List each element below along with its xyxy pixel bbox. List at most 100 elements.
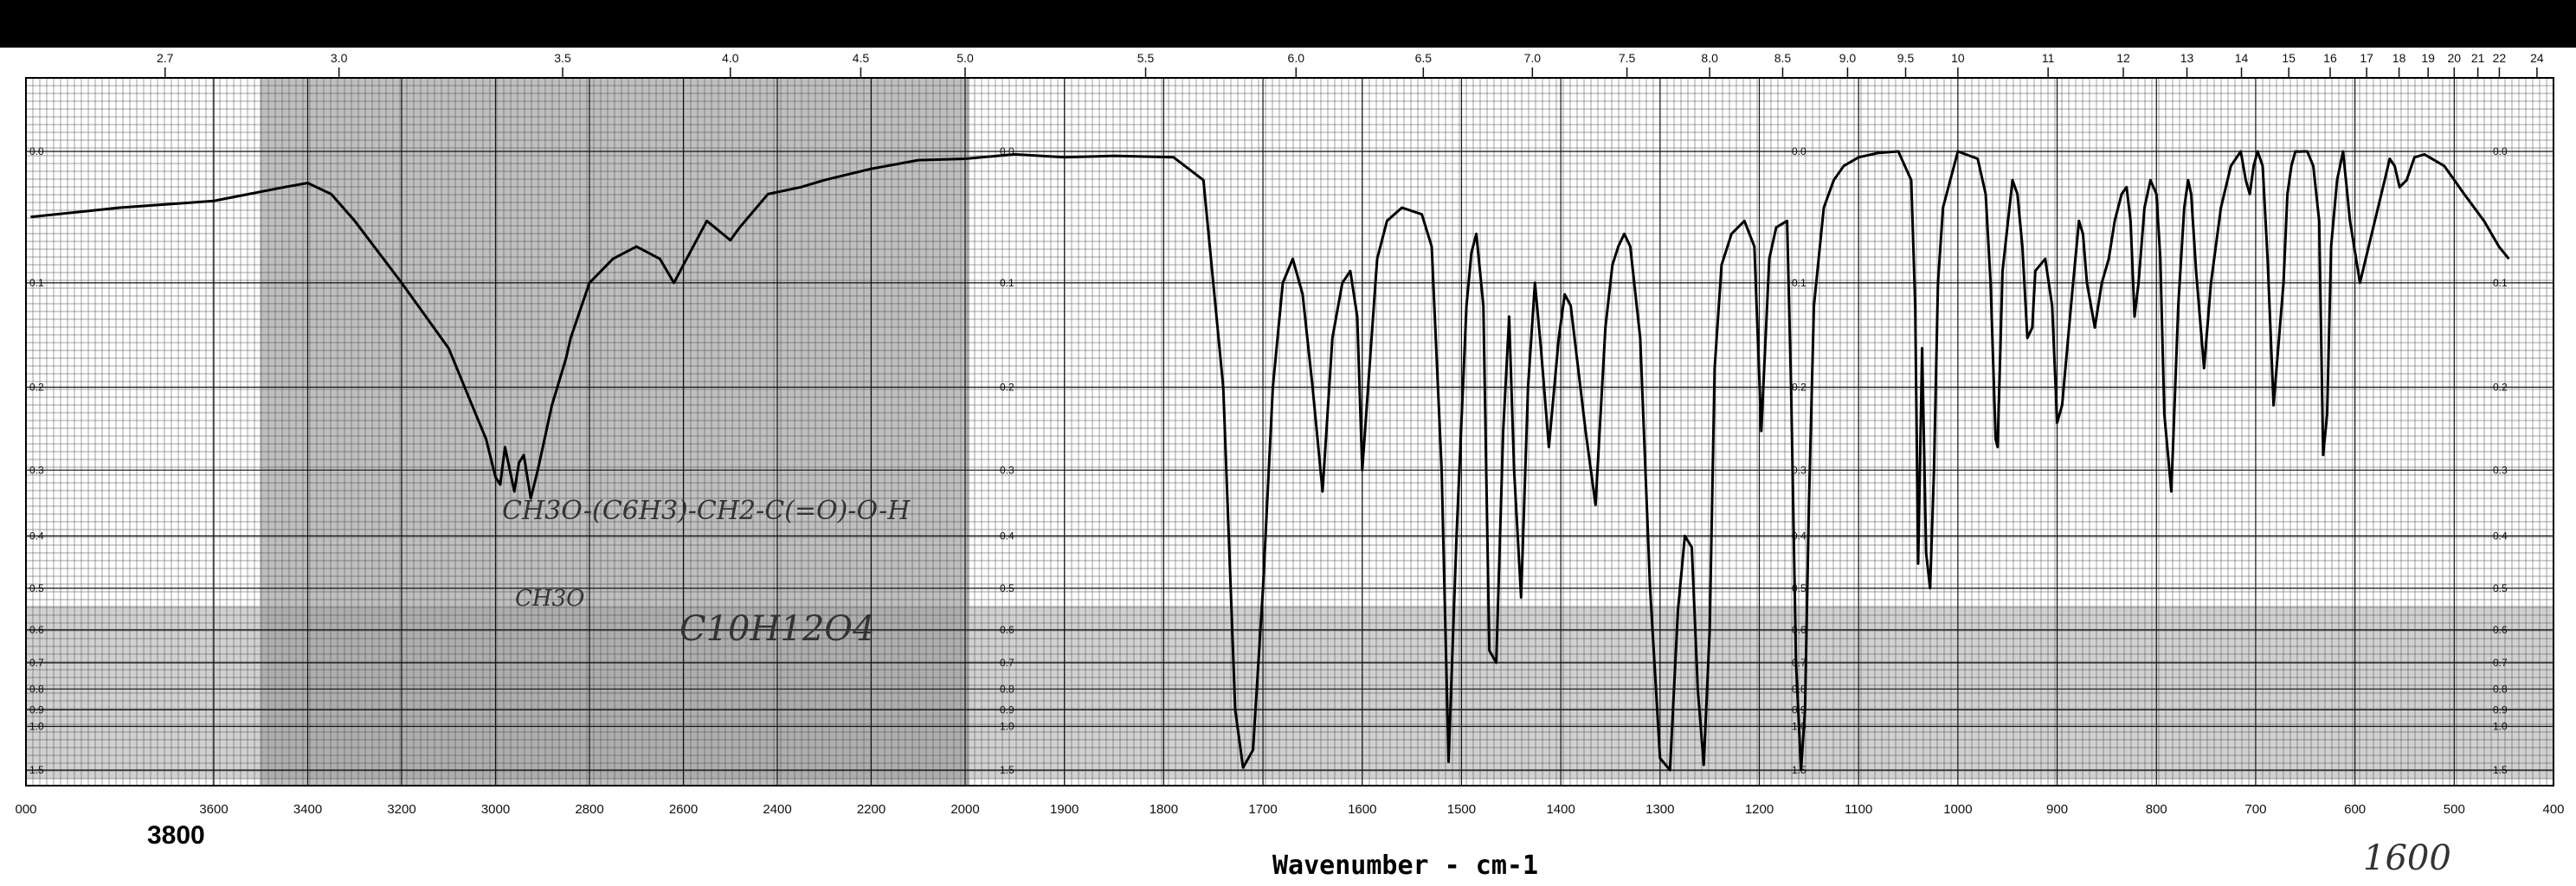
absorbance-tick-label: 0.8 (29, 683, 44, 695)
absorbance-tick-label: 0.0 (2493, 145, 2508, 157)
micron-tick-label: 7.5 (1619, 51, 1636, 65)
absorbance-tick-label: 1.5 (1792, 764, 1806, 776)
wavenumber-tick-label: 2600 (669, 802, 698, 817)
wavenumber-tick-label: 2000 (950, 802, 979, 817)
wavenumber-tick-label: 2400 (763, 802, 791, 817)
micron-tick-label: 9.5 (1897, 51, 1915, 65)
absorbance-tick-label: 0.1 (29, 277, 44, 289)
micron-tick-label: 22 (2493, 51, 2507, 65)
shade-bottom (26, 606, 2553, 779)
structure-sketch: CH3O-(C6H3)-CH2-C(=O)-O-H CH3O C10H12O4 (502, 496, 911, 649)
absorbance-tick-label: 1.0 (1000, 721, 1014, 733)
micron-tick-label: 19 (2421, 51, 2435, 65)
absorbance-tick-label: 0.1 (1792, 277, 1806, 289)
micron-tick-label: 16 (2323, 51, 2337, 65)
major-grid (25, 78, 2554, 786)
spectrum-trace (30, 150, 2510, 772)
wavenumber-tick-label: 1100 (1845, 802, 1872, 817)
micron-tick-label: 2.7 (157, 51, 174, 65)
wavenumber-tick-label: 400 (2542, 802, 2564, 817)
absorbance-tick-label: 0.2 (1000, 381, 1014, 393)
plot-frame (25, 77, 2554, 786)
absorbance-tick-label: 0.2 (29, 381, 44, 393)
absorbance-scale: 0.0 0.0 0.0 0.00.1 0.1 0.1 0.10.2 0.2 0.2 0.20.3 0… (29, 145, 2508, 776)
methoxy-text: CH3O (515, 586, 584, 612)
absorbance-tick-label: 0.6 (1792, 624, 1806, 636)
absorbance-tick-label: 0.9 (29, 703, 44, 716)
absorbance-tick-label: 0.3 (1792, 464, 1806, 476)
micron-tick-label: 18 (2392, 51, 2406, 65)
wavenumber-tick-label: 1600 (1348, 802, 1376, 817)
absorbance-tick-label: 0.9 (1000, 703, 1014, 716)
absorbance-tick-label: 0.6 (2493, 624, 2508, 636)
micron-tick-label: 13 (2180, 51, 2194, 65)
wavenumber-tick-label: 000 (15, 802, 36, 817)
micron-tick-label: 3.0 (331, 51, 348, 65)
absorbance-tick-label: 0.3 (2493, 464, 2508, 476)
absorbance-tick-label: 0.7 (2493, 657, 2508, 669)
absorbance-tick-label: 0.5 (2493, 582, 2508, 594)
absorbance-tick-label: 0.5 (1000, 582, 1014, 594)
micron-tick-label: 11 (2042, 51, 2055, 65)
micron-tick-label: 5.0 (956, 51, 974, 65)
minor-grid (25, 77, 2554, 786)
micron-tick-label: 15 (2282, 51, 2296, 65)
wavenumber-tick-label: 1700 (1248, 802, 1277, 817)
wavenumber-tick-label: 800 (2146, 802, 2167, 817)
structure-text: CH3O-(C6H3)-CH2-C(=O)-O-H (502, 496, 911, 526)
micron-tick-label: 8.5 (1774, 51, 1792, 65)
absorbance-tick-label: 0.8 (2493, 683, 2508, 695)
absorbance-tick-label: 0.2 (1792, 381, 1806, 393)
wavenumber-tick-label: 1000 (1943, 802, 1972, 817)
micron-tick-label: 12 (2116, 51, 2130, 65)
absorbance-tick-label: 1.5 (29, 764, 44, 776)
micron-tick-label: 5.5 (1137, 51, 1155, 65)
wavenumber-tick-label: 3600 (199, 802, 228, 817)
micron-tick-label: 24 (2530, 51, 2544, 65)
wavenumber-tick-label: 900 (2046, 802, 2068, 817)
micron-tick-label: 10 (1951, 51, 1965, 65)
wavenumber-axis: 000 3600 3400 3200 3000 2800 2600 2400 2200 2000 1… (15, 802, 2564, 817)
absorbance-tick-label: 0.0 (1792, 145, 1806, 157)
x-axis-label: Wavenumber - cm-1 (1272, 851, 1538, 881)
wavenumber-tick-label: 500 (2444, 802, 2465, 817)
wavenumber-tick-label: 1400 (1546, 802, 1575, 817)
micron-axis: 2.7 3.0 3.5 4.0 4.5 5.0 5.5 6.0 6.5 7.0 7.5 8.0 8.5 9… (157, 51, 2544, 78)
micron-tick-label: 9.0 (1839, 51, 1857, 65)
micron-tick-label: 8.0 (1701, 51, 1718, 65)
micron-tick-label: 7.0 (1524, 51, 1542, 65)
absorbance-tick-label: 1.0 (29, 721, 44, 733)
absorbance-tick-label: 0.8 (1000, 683, 1014, 695)
wavenumber-tick-label: 3200 (387, 802, 415, 817)
micron-tick-label: 6.0 (1288, 51, 1305, 65)
micron-tick-label: 17 (2360, 51, 2373, 65)
micron-tick-label: 4.0 (722, 51, 739, 65)
absorbance-tick-label: 0.4 (1000, 530, 1014, 542)
footer-right-number: 1600 (2363, 838, 2451, 878)
wavenumber-tick-label: 600 (2344, 802, 2366, 817)
wavenumber-tick-label: 1500 (1447, 802, 1476, 817)
absorbance-tick-label: 0.1 (1000, 277, 1014, 289)
absorbance-tick-label: 0.2 (2493, 381, 2508, 393)
micron-tick-label: 3.5 (554, 51, 571, 65)
micron-tick-label: 14 (2235, 51, 2249, 65)
absorbance-tick-label: 0.5 (29, 582, 44, 594)
absorbance-tick-label: 0.4 (1792, 530, 1806, 542)
footer-left-number: 3800 (147, 821, 205, 850)
micron-tick-label: 4.5 (853, 51, 870, 65)
absorbance-tick-label: 0.4 (2493, 530, 2508, 542)
wavenumber-tick-label: 3000 (481, 802, 510, 817)
top-black-band (0, 0, 2576, 48)
absorbance-tick-label: 0.3 (1000, 464, 1014, 476)
wavenumber-tick-label: 2800 (575, 802, 603, 817)
absorbance-tick-label: 0.0 (29, 145, 44, 157)
formula-text: C10H12O4 (679, 609, 875, 649)
wavenumber-tick-label: 3400 (293, 802, 322, 817)
wavenumber-tick-label: 1900 (1050, 802, 1079, 817)
absorbance-tick-label: 0.7 (29, 657, 44, 669)
absorbance-tick-label: 0.7 (1792, 657, 1806, 669)
wavenumber-tick-label: 1800 (1150, 802, 1178, 817)
absorbance-tick-label: 0.1 (2493, 277, 2508, 289)
wavenumber-tick-label: 700 (2244, 802, 2266, 817)
absorbance-tick-label: 0.8 (1792, 683, 1806, 695)
